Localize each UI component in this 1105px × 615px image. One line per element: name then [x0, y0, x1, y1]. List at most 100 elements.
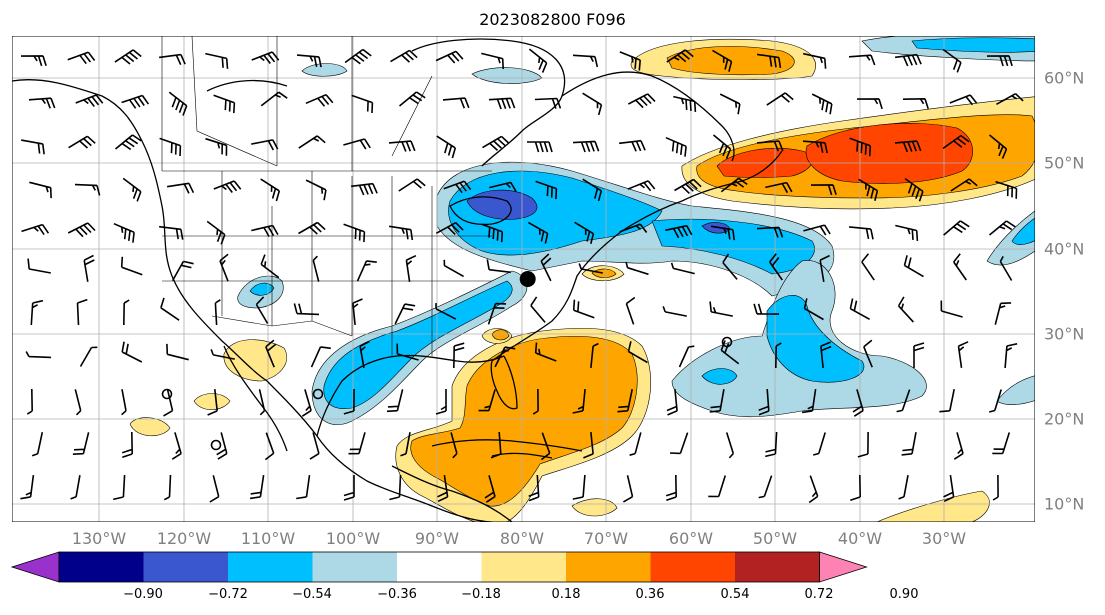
wind-barb: [437, 474, 449, 503]
wind-barb: [532, 388, 539, 415]
wind-barb: [756, 140, 784, 152]
wind-barb: [574, 221, 595, 244]
wind-barb: [171, 260, 194, 281]
wind-barb: [719, 93, 741, 115]
longitude-label: 40°W: [837, 529, 883, 548]
wind-barb: [343, 388, 355, 415]
wind-barb: [75, 94, 104, 107]
longitude-label: 120°W: [156, 529, 212, 548]
wind-barb: [758, 475, 773, 499]
wind-barb: [450, 432, 458, 459]
wind-barb: [913, 342, 925, 368]
wind-barb: [820, 341, 832, 368]
latitude-label: 60°N: [1044, 68, 1085, 88]
wind-barb: [453, 342, 465, 369]
wind-barb: [986, 55, 1013, 67]
wind-barb: [850, 474, 861, 501]
wind-barb: [572, 54, 599, 68]
wind-barb: [312, 255, 320, 282]
colorbar-cell: [650, 552, 735, 582]
wind-barb: [665, 474, 677, 501]
wind-barb: [627, 93, 656, 109]
colorbar-cell: [312, 552, 397, 582]
wind-barb: [120, 256, 143, 276]
wind-barb: [122, 177, 142, 202]
wind-barb: [400, 432, 411, 457]
wind-barb: [802, 140, 828, 154]
wind-barb: [310, 346, 331, 368]
wind-barb: [258, 389, 266, 416]
wind-barb: [540, 432, 551, 461]
wind-barb: [617, 389, 633, 413]
wind-barb: [896, 389, 911, 413]
wind-barb: [160, 297, 180, 321]
wind-barb: [205, 52, 229, 69]
wind-barb: [894, 140, 922, 153]
wind-barb: [801, 388, 817, 414]
wind-barb: [753, 303, 780, 315]
wind-barb: [298, 135, 326, 149]
wind-barb: [351, 94, 374, 114]
wind-barb: [903, 255, 924, 278]
wind-barb: [359, 340, 370, 368]
wind-barb: [625, 296, 636, 325]
wind-barb: [765, 431, 778, 458]
positive-anomaly-region: [129, 417, 171, 437]
wind-barb: [943, 220, 970, 236]
wind-barb: [994, 302, 1012, 325]
wind-barb: [858, 178, 879, 201]
wind-barb: [388, 140, 416, 152]
wind-barb: [627, 341, 648, 364]
wind-barb: [343, 138, 371, 150]
colorbar-tick-label: 0.72: [804, 587, 834, 602]
colorbar-cell: [397, 552, 482, 582]
wind-barb: [775, 342, 782, 369]
wind-barb: [578, 263, 603, 274]
wind-barb: [296, 474, 311, 500]
colorbar-cell: [481, 552, 566, 582]
wind-barb: [343, 223, 366, 243]
wind-barb: [251, 51, 280, 64]
wind-barb: [712, 49, 733, 72]
wind-barb: [1004, 343, 1018, 369]
wind-barb: [619, 223, 648, 233]
wind-barb: [819, 254, 830, 283]
wind-barb: [988, 134, 1008, 159]
wind-barb: [163, 389, 174, 417]
wind-barb: [171, 432, 182, 460]
wind-barb: [76, 298, 88, 326]
wind-barb: [113, 474, 126, 501]
wind-barb: [348, 432, 366, 455]
colorbar-tick-label: 0.54: [720, 587, 750, 602]
wind-barb: [83, 254, 95, 282]
wind-barb: [623, 475, 634, 503]
wind-barb: [396, 343, 419, 361]
wind-barb: [260, 91, 288, 107]
wind-barb: [582, 178, 603, 202]
wind-barb: [166, 182, 195, 194]
wind-barb: [255, 296, 269, 324]
storm-center-marker[interactable]: [519, 271, 536, 287]
wind-barb: [999, 256, 1013, 281]
negative-anomaly-region: [766, 295, 865, 383]
latitude-label: 10°N: [1044, 494, 1085, 514]
wind-barbs: [20, 48, 1024, 504]
wind-barb: [629, 432, 642, 456]
wind-barb: [957, 341, 969, 369]
wind-barb: [530, 296, 546, 323]
wind-barb: [70, 475, 81, 500]
wind-barb: [388, 225, 414, 241]
wind-barb: [534, 97, 562, 109]
wind-barb: [26, 388, 33, 415]
wind-barb: [68, 135, 96, 149]
wind-barb: [435, 303, 457, 320]
wind-barb: [666, 389, 678, 416]
longitude-label: 110°W: [240, 529, 296, 548]
wind-barb: [674, 178, 702, 194]
weather-map[interactable]: [12, 36, 1035, 522]
wind-barb: [849, 137, 872, 157]
wind-barb: [25, 351, 52, 359]
wind-barb: [756, 226, 784, 238]
wind-barb: [114, 134, 142, 151]
wind-barb: [481, 223, 504, 243]
